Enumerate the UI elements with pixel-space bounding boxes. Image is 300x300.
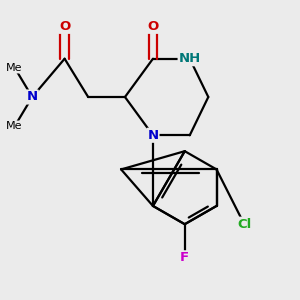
Text: O: O xyxy=(59,20,70,33)
Text: O: O xyxy=(147,20,159,33)
Text: NH: NH xyxy=(178,52,201,65)
Text: Cl: Cl xyxy=(237,218,251,231)
Text: N: N xyxy=(27,91,38,103)
Text: Me: Me xyxy=(6,122,23,131)
Text: Me: Me xyxy=(6,63,23,73)
Text: N: N xyxy=(147,129,158,142)
Text: F: F xyxy=(180,251,189,264)
